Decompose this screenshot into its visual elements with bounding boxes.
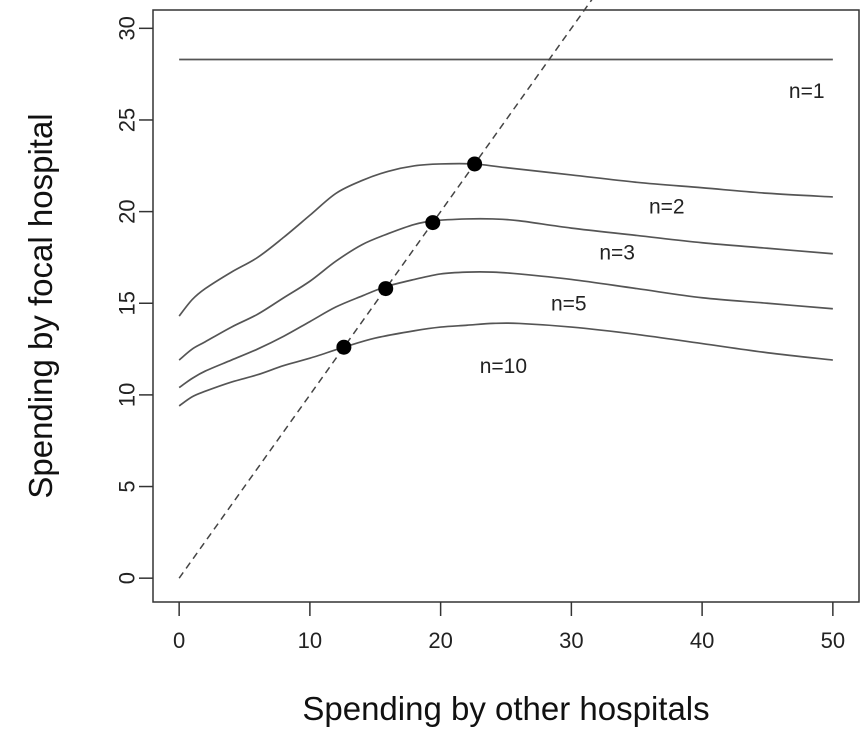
y-tick-label: 20 bbox=[115, 199, 140, 223]
series-line bbox=[178, 217, 833, 361]
x-tick-label: 30 bbox=[559, 628, 583, 653]
series-label: n=3 bbox=[599, 241, 635, 264]
equilibrium-points bbox=[336, 156, 483, 355]
x-tick-label: 10 bbox=[298, 628, 322, 653]
x-tick-label: 20 bbox=[428, 628, 452, 653]
series-label: n=10 bbox=[480, 355, 527, 378]
reference-line bbox=[178, 0, 593, 579]
y-tick-label: 25 bbox=[115, 108, 140, 132]
series-labels: n=1 n=2 n=3 n=5 n=10 bbox=[480, 80, 825, 378]
plot-frame bbox=[152, 9, 860, 603]
series-label: n=2 bbox=[649, 195, 685, 218]
y-tick-label: 0 bbox=[115, 572, 140, 584]
series-line bbox=[178, 162, 833, 317]
x-tick-label: 0 bbox=[173, 628, 185, 653]
y-tick-label: 10 bbox=[115, 383, 140, 407]
y-tick-label: 30 bbox=[115, 16, 140, 40]
y-tick-label: 15 bbox=[115, 291, 140, 315]
y-tick-label: 5 bbox=[115, 480, 140, 492]
y-axis: 0 5 10 15 20 25 30 bbox=[115, 16, 153, 584]
equilibrium-point bbox=[467, 156, 483, 172]
x-axis-title: Spending by other hospitals bbox=[302, 690, 709, 727]
equilibrium-point bbox=[336, 339, 352, 355]
series-label: n=5 bbox=[551, 293, 587, 316]
series-line bbox=[178, 271, 833, 389]
x-tick-label: 50 bbox=[821, 628, 845, 653]
x-tick-label: 40 bbox=[690, 628, 714, 653]
y-axis-title: Spending by focal hospital bbox=[22, 113, 59, 498]
series-layer bbox=[178, 58, 833, 407]
reference-layer bbox=[178, 0, 593, 579]
series-label: n=1 bbox=[789, 80, 825, 103]
series-line bbox=[178, 322, 833, 407]
equilibrium-point bbox=[378, 281, 394, 297]
x-axis: 0 10 20 30 40 50 bbox=[173, 602, 845, 653]
equilibrium-point bbox=[425, 215, 441, 231]
